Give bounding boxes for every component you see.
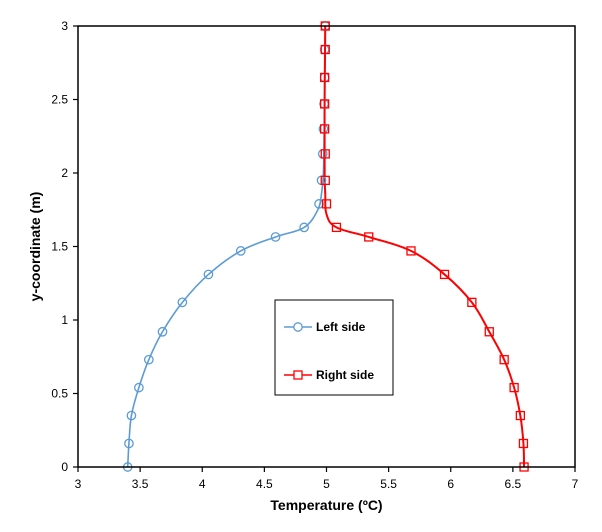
data-point-right-side — [321, 199, 332, 209]
data-point-left-side — [299, 222, 309, 233]
data-point-right-side — [515, 410, 525, 421]
legend-left-side-marker — [293, 322, 303, 332]
x-axis-title: Temperature (ºC) — [270, 497, 382, 513]
data-point-right-side — [320, 44, 330, 55]
data-point-left-side — [143, 354, 154, 365]
legend-right-side-label: Right side — [316, 368, 374, 382]
x-tick-label: 3.5 — [132, 477, 149, 491]
data-point-left-side — [235, 246, 246, 256]
data-point-left-side — [270, 232, 281, 242]
data-point-left-side — [314, 199, 324, 209]
legend-left-side-label: Left side — [316, 320, 366, 334]
y-tick-label: 0.5 — [51, 387, 68, 401]
x-tick-label: 6.5 — [505, 477, 522, 491]
data-point-right-side — [319, 72, 330, 83]
y-axis-title: y-coordinate (m) — [27, 192, 43, 302]
data-point-left-side — [134, 382, 144, 393]
data-point-left-side — [124, 438, 134, 449]
data-point-right-side — [499, 355, 509, 365]
x-tick-label: 4.5 — [256, 477, 273, 491]
data-point-left-side — [177, 297, 188, 308]
y-tick-label: 2 — [61, 166, 68, 180]
y-tick-label: 0 — [61, 460, 68, 474]
x-tick-label: 3 — [75, 477, 82, 491]
data-point-right-side — [320, 149, 330, 159]
y-tick-label: 1 — [61, 313, 68, 327]
tick-layer: 3 3.5 4 4.5 5 5.5 6 6.5 7 0 0.5 1 1.5 2 2.5 3 — [51, 19, 578, 491]
data-point-right-side — [320, 175, 330, 186]
data-point-right-side — [467, 297, 477, 308]
legend-right-side-marker — [293, 370, 303, 380]
data-point-right-side — [406, 246, 416, 256]
data-point-right-side — [439, 269, 450, 280]
data-point-right-side — [509, 382, 519, 393]
x-tick-label: 5 — [323, 477, 330, 491]
data-point-left-side — [157, 326, 168, 337]
y-tick-label: 2.5 — [51, 93, 68, 107]
plot-layer — [122, 21, 529, 472]
data-point-right-side — [319, 99, 330, 109]
data-point-right-side — [364, 232, 374, 242]
data-point-left-side — [126, 410, 137, 421]
data-point-right-side — [331, 222, 342, 233]
y-tick-label: 1.5 — [51, 240, 68, 254]
x-tick-label: 6 — [447, 477, 454, 491]
x-tick-label: 5.5 — [380, 477, 397, 491]
legend: Left side Right side — [274, 299, 394, 396]
x-tick-label: 4 — [199, 477, 206, 491]
x-tick-label: 7 — [572, 477, 579, 491]
y-tick-label: 3 — [61, 19, 68, 33]
data-point-right-side — [484, 327, 494, 337]
data-point-left-side — [203, 269, 214, 280]
data-point-right-side — [319, 124, 330, 134]
data-point-right-side — [518, 438, 529, 449]
